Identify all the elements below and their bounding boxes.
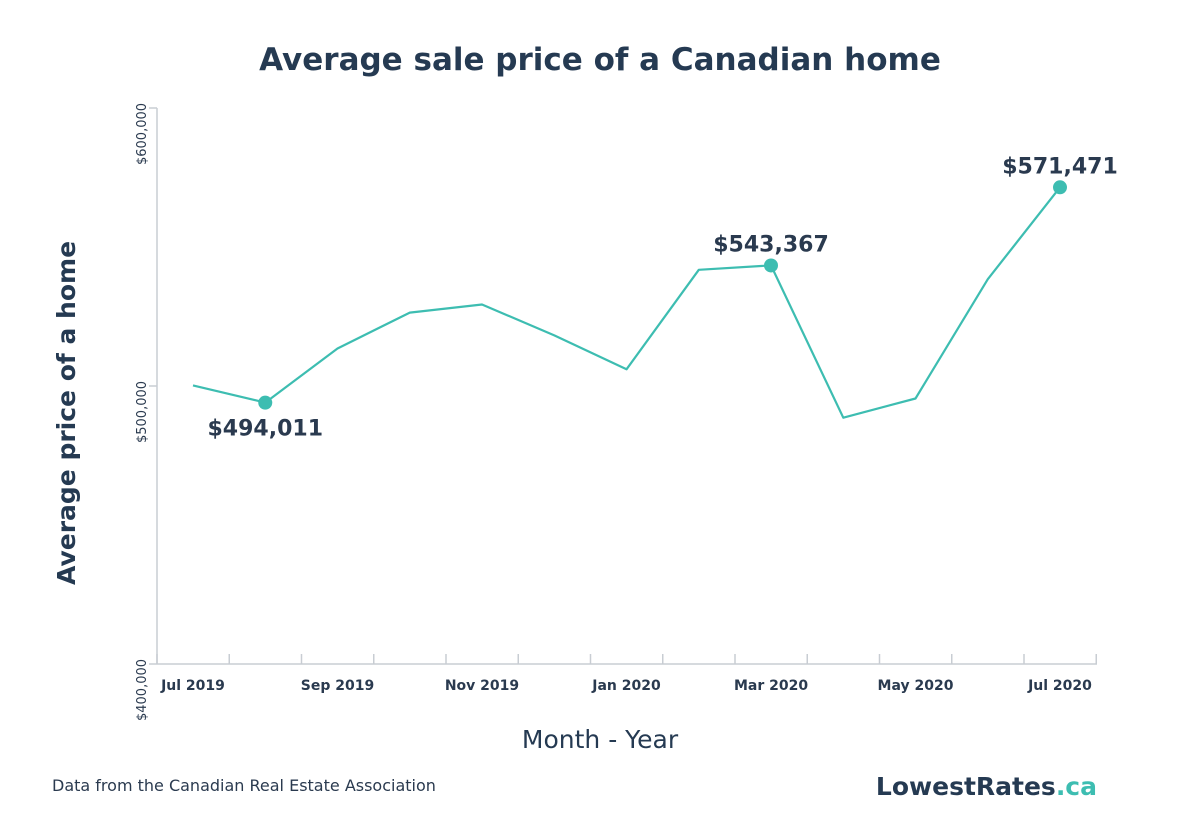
x-tick-label: Jul 2020 [1027, 678, 1092, 694]
brand-main: LowestRates [876, 772, 1056, 801]
series-line [192, 186, 1061, 419]
source-note: Data from the Canadian Real Estate Assoc… [52, 776, 436, 795]
series-layer [192, 186, 1061, 419]
data-label: $494,011 [207, 417, 323, 442]
y-tick-label: $400,000 [135, 659, 150, 721]
chart-title: Average sale price of a Canadian home [259, 42, 941, 78]
x-axis-title: Month - Year [522, 725, 679, 754]
x-tick-label: May 2020 [878, 678, 954, 694]
x-tick-label: Nov 2019 [445, 678, 519, 694]
brand-logo: LowestRates.ca [876, 772, 1097, 801]
y-tick-label: $600,000 [135, 103, 150, 165]
x-tick-label: Jul 2019 [160, 678, 225, 694]
x-tick-label: Jan 2020 [591, 678, 661, 694]
data-label: $571,471 [1002, 154, 1118, 179]
data-label: $543,367 [713, 232, 829, 257]
y-axis-title: Average price of a home [52, 241, 81, 585]
x-tick-label: Mar 2020 [734, 678, 808, 694]
data-labels-layer: $494,011 $543,367 $571,471 [207, 154, 1117, 441]
highlight-point [764, 258, 778, 273]
svg-text:LowestRates.ca: LowestRates.ca [876, 772, 1097, 801]
highlight-point [258, 395, 273, 410]
axes: $400,000 $500,000 $600,000 Jul 2019 Sep 2019… [135, 103, 1097, 721]
x-tick-label: Sep 2019 [301, 678, 374, 694]
highlight-point [1053, 180, 1067, 195]
y-tick-label: $500,000 [135, 381, 150, 443]
brand-suffix: .ca [1056, 772, 1097, 801]
